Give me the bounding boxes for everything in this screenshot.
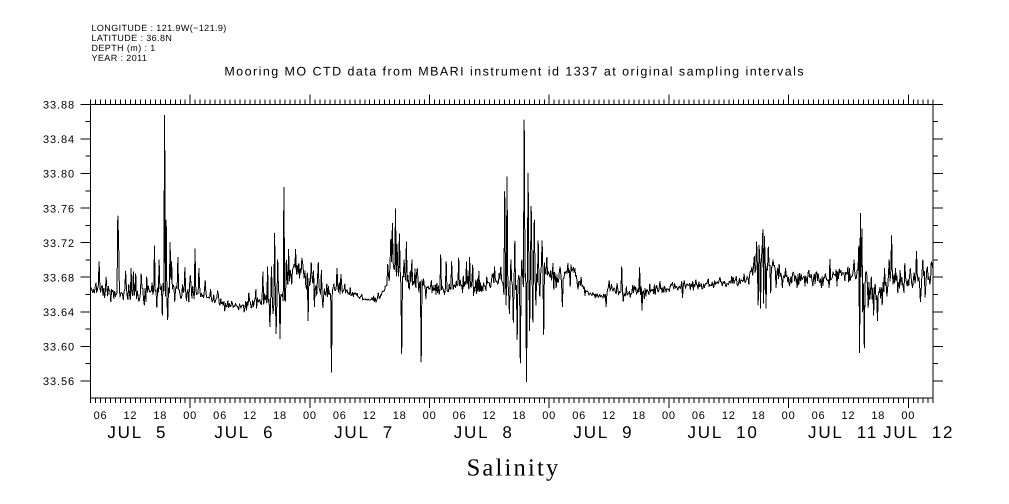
svg-text:18: 18 [752,410,766,422]
svg-text:06: 06 [572,410,586,422]
svg-text:33.76: 33.76 [43,203,75,215]
svg-text:JUL 5: JUL 5 [107,423,167,442]
svg-text:18: 18 [632,410,646,422]
svg-text:JUL 7: JUL 7 [334,423,394,442]
svg-text:JUL 10: JUL 10 [688,423,759,442]
svg-text:Salinity: Salinity [467,455,561,482]
svg-text:JUL 11: JUL 11 [808,423,878,442]
svg-text:06: 06 [692,410,706,422]
svg-text:LATITUDE : 36.8N: LATITUDE : 36.8N [92,33,173,43]
svg-text:06: 06 [213,410,227,422]
svg-text:00: 00 [901,410,915,422]
svg-text:33.64: 33.64 [43,307,75,319]
svg-text:00: 00 [303,410,317,422]
svg-text:12: 12 [602,410,616,422]
svg-text:12: 12 [482,410,496,422]
svg-text:Mooring MO CTD data from MBARI: Mooring MO CTD data from MBARI instrumen… [224,65,805,79]
svg-text:33.88: 33.88 [43,100,75,112]
svg-text:00: 00 [423,410,437,422]
svg-text:00: 00 [542,410,556,422]
svg-text:JUL 9: JUL 9 [573,423,633,442]
svg-text:18: 18 [153,410,167,422]
svg-text:00: 00 [662,410,676,422]
svg-text:JUL 12: JUL 12 [883,423,954,442]
svg-text:18: 18 [393,410,407,422]
svg-text:YEAR : 2011: YEAR : 2011 [92,53,148,63]
svg-text:06: 06 [94,410,108,422]
svg-text:33.56: 33.56 [43,376,75,388]
svg-text:DEPTH (m) : 1: DEPTH (m) : 1 [92,43,156,53]
svg-text:33.80: 33.80 [43,169,75,181]
svg-text:12: 12 [123,410,137,422]
svg-text:06: 06 [333,410,347,422]
svg-text:18: 18 [512,410,526,422]
svg-text:18: 18 [871,410,885,422]
svg-text:12: 12 [243,410,257,422]
svg-text:JUL 8: JUL 8 [454,423,514,442]
svg-text:LONGITUDE : 121.9W(−121.9): LONGITUDE : 121.9W(−121.9) [92,23,227,33]
svg-text:JUL 6: JUL 6 [214,423,274,442]
svg-text:00: 00 [183,410,197,422]
svg-text:06: 06 [453,410,467,422]
svg-text:12: 12 [363,410,377,422]
svg-text:33.84: 33.84 [43,134,75,146]
svg-text:33.72: 33.72 [43,238,75,250]
svg-text:12: 12 [722,410,736,422]
svg-text:18: 18 [273,410,287,422]
svg-text:06: 06 [812,410,826,422]
svg-text:12: 12 [841,410,855,422]
svg-text:33.60: 33.60 [43,342,75,354]
svg-text:33.68: 33.68 [43,272,75,284]
svg-text:00: 00 [782,410,796,422]
